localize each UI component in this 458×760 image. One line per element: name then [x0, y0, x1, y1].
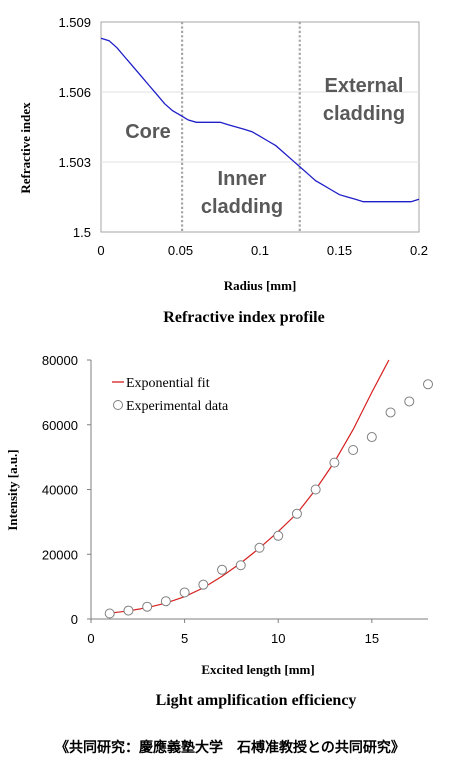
data-point — [404, 396, 415, 407]
region-label-inner-2: cladding — [201, 196, 283, 218]
data-point — [198, 579, 209, 590]
chart1-x-tick-label: 0.2 — [410, 243, 428, 258]
footer-note: 《共同研究：慶應義塾大学 石榑准教授との共同研究》 — [55, 739, 405, 756]
data-point — [366, 432, 377, 443]
chart1-y-tick-label: 1.5 — [73, 225, 91, 240]
region-label-external-1: External — [325, 75, 404, 97]
chart1-x-tick-label: 0 — [97, 243, 104, 258]
legend-data-swatch — [113, 400, 123, 410]
data-point — [310, 484, 321, 495]
chart2-y-ticks: 0 20000 40000 60000 80000 — [42, 353, 91, 627]
data-point — [254, 542, 265, 553]
chart1-y-tick-label: 1.503 — [58, 155, 91, 170]
exponential-fit-curve — [109, 359, 390, 614]
chart1-x-tick-label: 0.05 — [168, 243, 193, 258]
chart2-x-tick-label: 15 — [365, 631, 379, 646]
data-point — [179, 587, 190, 598]
chart2-x-tick-label: 10 — [271, 631, 285, 646]
data-point — [160, 596, 171, 607]
chart1-y-axis-title: Refractive index — [18, 102, 33, 194]
chart2-y-tick-label: 20000 — [42, 547, 78, 562]
data-point — [291, 508, 302, 519]
experimental-data-points — [104, 379, 433, 619]
chart2-x-tick-label: 5 — [181, 631, 188, 646]
refractive-index-curve — [100, 37, 420, 203]
data-point — [348, 445, 359, 456]
legend-data-label: Experimental data — [126, 399, 229, 414]
region-label-inner-1: Inner — [218, 168, 267, 190]
chart1-y-tick-label: 1.509 — [58, 15, 91, 30]
chart1-y-ticks: 1.5 1.503 1.506 1.509 — [58, 15, 91, 240]
data-point — [123, 605, 134, 616]
chart1-x-ticks: 0 0.05 0.1 0.15 0.2 — [97, 243, 428, 258]
chart2-y-tick-label: 0 — [71, 612, 78, 627]
chart2-y-tick-label: 40000 — [42, 483, 78, 498]
chart1-y-tick-label: 1.506 — [58, 85, 91, 100]
chart2-y-tick-label: 80000 — [42, 353, 78, 368]
chart2-x-tick-label: 0 — [87, 631, 94, 646]
data-point — [142, 601, 153, 612]
region-label-core: Core — [125, 121, 171, 143]
data-point — [423, 379, 433, 390]
region-label-external-2: cladding — [323, 103, 405, 125]
chart1-x-tick-label: 0.15 — [327, 243, 352, 258]
chart1-x-axis-title: Radius [mm] — [224, 278, 297, 293]
chart1-x-tick-label: 0.1 — [251, 243, 269, 258]
amplification-chart: 0 20000 40000 60000 80000 0 5 10 15 Exponential… — [5, 353, 433, 709]
chart2-legend: Exponential fit Experimental data — [112, 376, 229, 414]
chart1-caption: Refractive index profile — [163, 309, 324, 326]
data-point — [104, 608, 115, 619]
chart1-plot-frame — [100, 21, 420, 233]
data-point — [217, 564, 228, 575]
data-point — [329, 457, 340, 468]
chart2-x-ticks: 0 5 10 15 — [87, 619, 379, 646]
chart2-caption: Light amplification efficiency — [156, 692, 357, 709]
data-point — [385, 407, 396, 418]
chart2-y-tick-label: 60000 — [42, 418, 78, 433]
chart2-y-axis-title: Intensity [a.u.] — [5, 449, 20, 530]
data-point — [273, 530, 284, 541]
data-point — [235, 560, 246, 571]
chart2-x-axis-title: Excited length [mm] — [201, 662, 314, 677]
legend-fit-label: Exponential fit — [126, 376, 210, 391]
